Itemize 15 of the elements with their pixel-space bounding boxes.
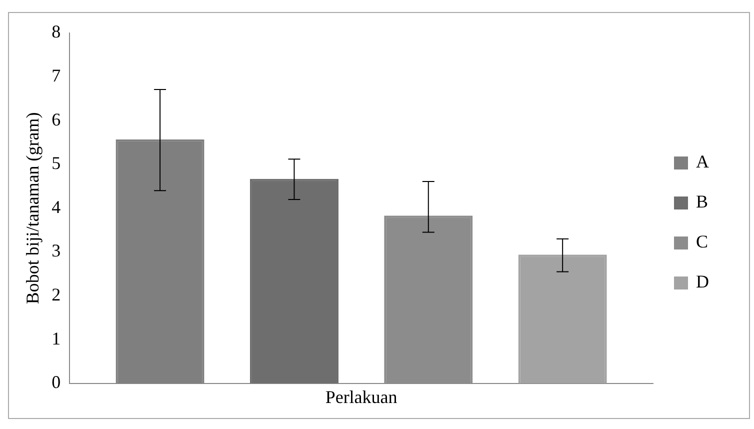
y-tick-label: 1 bbox=[52, 328, 61, 348]
y-tick-label: 8 bbox=[52, 22, 61, 42]
y-axis-title: Bobot biji/tanaman (gram) bbox=[22, 112, 43, 304]
y-tick-label: 3 bbox=[52, 240, 61, 261]
legend-label: C bbox=[696, 232, 708, 252]
y-tick-label: 0 bbox=[52, 372, 61, 392]
legend-label: B bbox=[696, 192, 708, 212]
y-tick-label: 4 bbox=[52, 196, 61, 217]
y-tick-label: 2 bbox=[52, 284, 61, 305]
legend-label: D bbox=[696, 272, 709, 292]
y-tick-label: 7 bbox=[52, 66, 61, 86]
y-tick-label: 5 bbox=[52, 153, 61, 174]
y-tick-label: 6 bbox=[52, 109, 61, 130]
x-axis-title: Perlakuan bbox=[325, 386, 398, 407]
legend-label: A bbox=[696, 152, 709, 172]
